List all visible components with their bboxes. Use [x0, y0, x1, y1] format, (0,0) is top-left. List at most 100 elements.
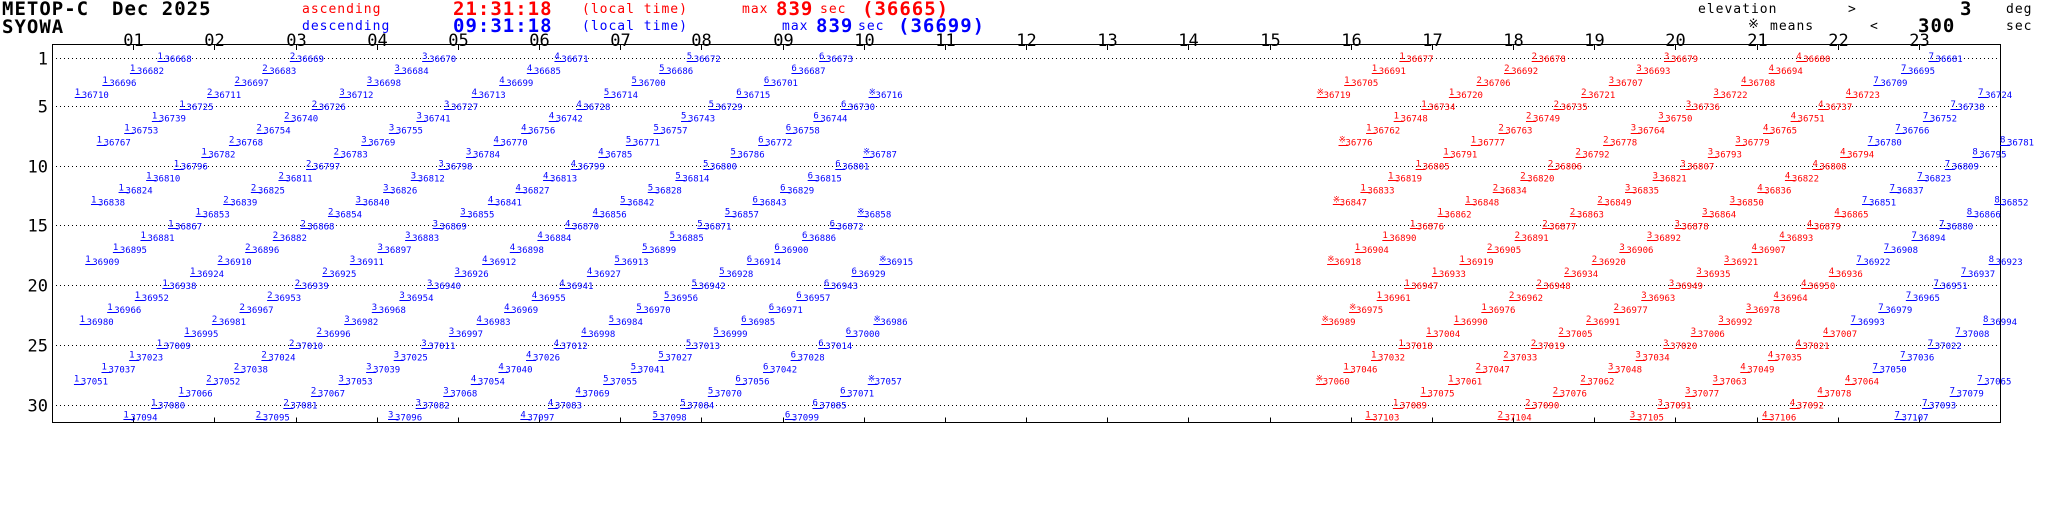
- pass-rev-number: 36879: [1814, 222, 1841, 232]
- elevation-symbol: >: [1848, 2, 1857, 17]
- pass-rev-number: 36986: [880, 318, 907, 328]
- pass-index: 1: [113, 243, 118, 253]
- pass-index: 1: [1448, 375, 1453, 385]
- pass-index: 2: [1476, 76, 1481, 86]
- pass-rev-number: 36696: [109, 79, 136, 89]
- pass-rev-number: 37069: [583, 390, 610, 400]
- pass-marker: 1 36952: [134, 291, 169, 304]
- pass-rev-number: 37018: [1406, 342, 1433, 352]
- pass-marker: 3 36978: [1745, 303, 1780, 316]
- pass-rev-number: 36970: [643, 306, 670, 316]
- pass-rev-number: 37042: [770, 366, 797, 376]
- pass-index: 4: [1795, 339, 1800, 349]
- pass-index: 7: [1884, 243, 1889, 253]
- pass-index: 6: [752, 195, 757, 205]
- pass-marker: 5 36928: [719, 267, 753, 280]
- pass-rev-number: 36939: [302, 282, 329, 292]
- pass-marker: 3 37105: [1629, 410, 1664, 423]
- pass-index: 4: [520, 410, 525, 420]
- pass-marker: 3 36869: [432, 219, 467, 232]
- pass-rev-number: 36777: [1478, 139, 1505, 149]
- pass-index: 4: [515, 183, 520, 193]
- pass-rev-number: 36906: [1626, 246, 1653, 256]
- pass-rev-number: 36913: [621, 258, 648, 268]
- pass-marker: 3 36906: [1619, 243, 1653, 256]
- pass-index: 3: [416, 112, 421, 122]
- pass-index: 4: [1757, 183, 1762, 193]
- pass-rev-number: 36863: [1577, 210, 1604, 220]
- hour-label: 02: [204, 31, 224, 51]
- pass-rev-number: 37103: [1372, 413, 1399, 423]
- pass-marker: 5 36885: [669, 231, 704, 244]
- pass-index: 3: [405, 231, 410, 241]
- pass-rev-number: 36884: [544, 234, 571, 244]
- pass-index: 6: [786, 124, 791, 134]
- pass-rev-number: 36682: [137, 67, 164, 77]
- pass-rev-number: 36707: [1616, 79, 1643, 89]
- pass-marker: 3 37053: [338, 375, 373, 388]
- hour-label: 03: [286, 31, 306, 51]
- pass-index: 3: [1713, 375, 1718, 385]
- pass-marker: 5 36970: [636, 303, 670, 316]
- pass-rev-number: 37040: [505, 366, 532, 376]
- pass-index: ※: [1317, 88, 1325, 98]
- pass-index: 4: [598, 148, 603, 158]
- pass-index: 3: [460, 207, 465, 217]
- pass-index: 2: [1476, 363, 1481, 373]
- pass-marker: 7 37036: [1900, 351, 1934, 364]
- pass-rev-number: 37094: [130, 413, 157, 423]
- pass-marker: 3 36698: [366, 76, 401, 89]
- day-label: 10: [28, 158, 48, 178]
- pass-rev-number: 36962: [1516, 294, 1543, 304]
- pass-index: 3: [422, 52, 427, 62]
- pass-index: 3: [455, 267, 460, 277]
- day-label: 25: [28, 337, 48, 357]
- pass-index: ※: [1333, 195, 1341, 205]
- pass-marker: 1 36824: [118, 183, 153, 196]
- pass-marker: 6 36701: [763, 76, 798, 89]
- pass-marker: 1 36966: [107, 303, 141, 316]
- pass-index: 4: [1846, 88, 1851, 98]
- pass-marker: 7 37022: [1927, 339, 1962, 352]
- hour-label: 10: [854, 31, 874, 51]
- pass-rev-number: 37035: [1775, 354, 1802, 364]
- pass-rev-number: 36838: [98, 198, 125, 208]
- pass-index: 1: [1365, 410, 1370, 420]
- pass-index: 4: [471, 375, 476, 385]
- pass-index: 3: [1724, 255, 1729, 265]
- pass-marker: 8 36994: [1982, 315, 2017, 328]
- pass-index: 2: [1532, 52, 1537, 62]
- pass-rev-number: 37076: [1560, 390, 1587, 400]
- pass-rev-number: 36935: [1703, 270, 1730, 280]
- pass-rev-number: 37107: [1901, 413, 1928, 423]
- pass-rev-number: 36771: [633, 139, 660, 149]
- pass-marker: 1 36762: [1366, 124, 1400, 137]
- pass-index: 4: [1834, 207, 1839, 217]
- pass-rev-number: 36726: [319, 103, 346, 113]
- pass-marker: 2 36920: [1591, 255, 1626, 268]
- pass-index: 5: [620, 195, 625, 205]
- pass-marker: 1 36909: [85, 255, 119, 268]
- pass-rev-number: 36743: [688, 115, 715, 125]
- pass-rev-number: 36919: [1466, 258, 1493, 268]
- pass-index: 1: [91, 195, 96, 205]
- hour-label: 22: [1828, 31, 1848, 51]
- pass-rev-number: 37000: [853, 330, 880, 340]
- pass-marker: 5 36956: [663, 291, 698, 304]
- pass-marker: 5 37027: [658, 351, 692, 364]
- pass-rev-number: 36749: [1533, 115, 1560, 125]
- pass-rev-number: 37099: [792, 413, 819, 423]
- pass-marker: 3 36992: [1718, 315, 1752, 328]
- pass-index: 3: [1718, 315, 1723, 325]
- pass-marker: 2 36925: [322, 267, 356, 280]
- pass-rev-number: 36865: [1841, 210, 1868, 220]
- pass-marker: 2 36792: [1575, 148, 1610, 161]
- pass-marker: 7 36894: [1911, 231, 1946, 244]
- pass-rev-number: 36808: [1820, 163, 1847, 173]
- pass-rev-number: 37097: [527, 413, 554, 423]
- pass-rev-number: 37066: [186, 390, 213, 400]
- pass-index: 2: [290, 52, 295, 62]
- pass-marker: 4 36680: [1796, 52, 1830, 65]
- pass-rev-number: 36918: [1334, 258, 1361, 268]
- pass-rev-number: 36744: [820, 115, 847, 125]
